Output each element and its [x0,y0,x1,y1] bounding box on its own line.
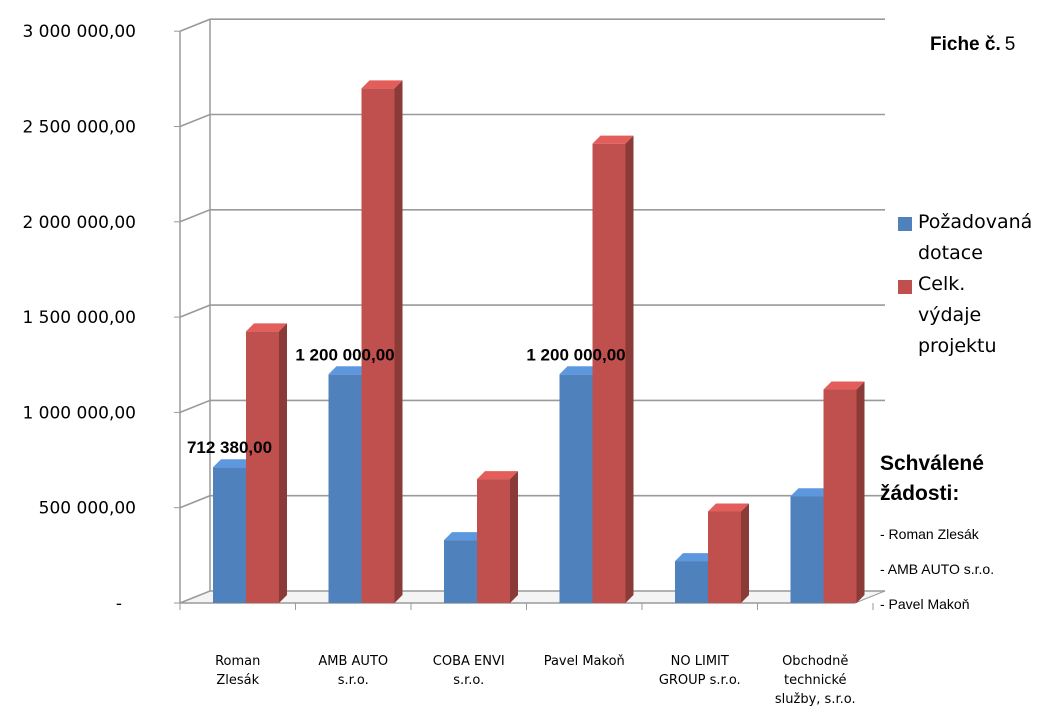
approved-item: - AMB AUTO s.r.o. [880,561,994,577]
bars [213,80,865,604]
legend-label: Požadovaná dotace [918,211,1032,264]
data-label: 1 200 000,00 [526,345,625,364]
y-tick-label: 2 500 000,00 [22,118,136,138]
bar-pozadovana-dotace [675,553,716,603]
data-label: 712 380,00 [187,438,272,457]
legend-swatch [898,280,912,294]
gridline [179,399,885,414]
x-tick-label: Roman Zlesák [215,654,260,688]
y-tick-label: 3 000 000,00 [22,22,136,42]
gridline [179,209,885,223]
bar-celk-vydaje [246,323,287,603]
approved-title-line2: žádosti: [880,482,959,505]
y-tick-label: 500 000,00 [39,499,136,519]
gridline [179,113,885,128]
bar-celk-vydaje [823,381,865,603]
data-label: 1 200 000,00 [295,345,394,364]
approved-item: - Roman Zlesák [880,526,980,542]
x-axis: Roman Zlesák AMB AUTO s.r.o. COBA ENVI s.r.o.… [179,602,874,707]
y-tick-label: 1 000 000,00 [22,403,136,423]
fiche-label: Fiche č. 5 [930,34,1015,55]
gridline [179,18,885,32]
legend-label: Celk. výdaje projektu [918,273,997,357]
y-tick-label: 2 000 000,00 [22,213,136,233]
approved-item: - Pavel Makoň [880,596,969,612]
x-tick-label: AMB AUTO s.r.o. [318,654,388,688]
x-tick-label: Pavel Makoň [544,654,625,669]
data-labels: 712 380,00 1 200 000,00 1 200 000,00 [187,345,626,457]
approved-title-line1: Schválené [880,452,984,475]
bar-celk-vydaje [592,135,634,604]
gridline [179,494,885,509]
x-tick-label: NO LIMIT GROUP s.r.o. [659,654,741,688]
y-tick-label: 1 500 000,00 [22,308,136,328]
x-tick-label: Obchodně technické služby, s.r.o. [775,654,856,707]
gridline [179,304,885,318]
y-tick-label: - [116,594,122,614]
bar-celk-vydaje [477,471,518,603]
y-axis: - 500 000,00 1 000 000,00 1 500 000,00 2 000… [22,22,181,614]
approved-requests: Schválené žádosti: - Roman Zlesák - AMB … [880,452,994,612]
x-tick-label: COBA ENVI s.r.o. [433,654,505,688]
legend: Požadovaná dotace Celk. výdaje projektu [898,211,1032,357]
legend-swatch [898,217,912,231]
gridline [179,590,885,604]
bar-celk-vydaje [361,80,403,603]
bar-celk-vydaje [708,503,749,603]
